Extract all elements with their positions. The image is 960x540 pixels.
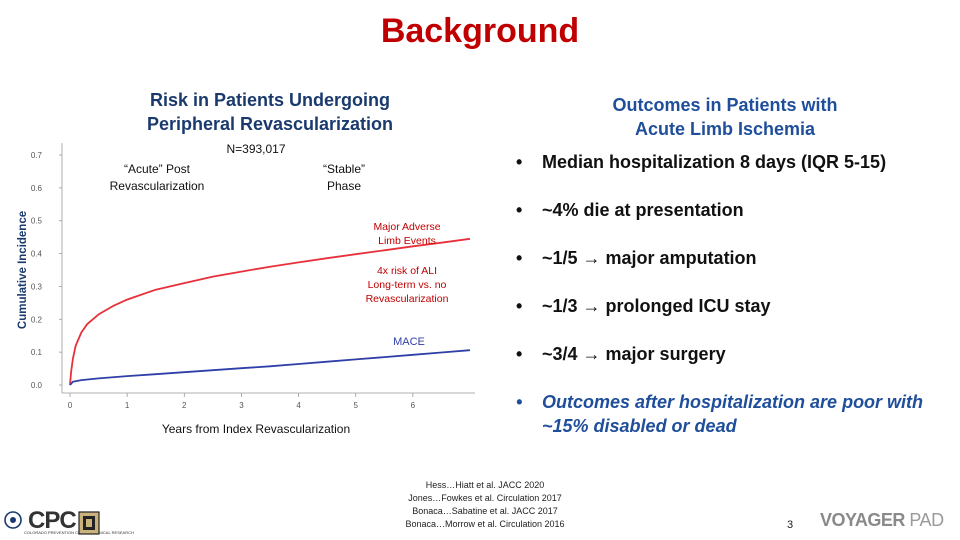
male-series-line	[69, 237, 471, 386]
voyager-logo-main: VOYAGER	[820, 510, 905, 530]
x-tick-label: 4	[296, 401, 301, 410]
y-axis-label: Cumulative Incidence	[17, 211, 29, 329]
acute-phase-label-line2: Revascularization	[110, 179, 205, 193]
cpc-logo: CPC	[28, 507, 77, 534]
x-tick-label: 0	[68, 401, 73, 410]
y-ticks: 0.0 0.1 0.2 0.3 0.4 0.5 0.6 0.7	[31, 151, 62, 390]
x-tick-label: 1	[125, 401, 130, 410]
series-lines	[69, 237, 471, 386]
ali-risk-label-line1: 4x risk of ALI	[377, 265, 437, 277]
y-tick-label: 0.6	[31, 184, 43, 193]
voyager-logo-suffix: PAD	[909, 510, 944, 530]
y-tick-label: 0.3	[31, 282, 43, 291]
stable-phase-label-line2: Phase	[327, 179, 361, 193]
y-tick-label: 0.2	[31, 315, 43, 324]
left-panel-subtitle: Risk in Patients Undergoing Peripheral R…	[80, 88, 460, 136]
reference-item: Hess…Hiatt et al. JACC 2020	[425, 480, 545, 490]
y-tick-label: 0.7	[31, 151, 43, 160]
y-tick-label: 0.0	[31, 381, 43, 390]
mace-series-line	[69, 349, 471, 386]
stable-phase-label-line1: “Stable”	[323, 162, 365, 176]
cpc-emblem-icon	[4, 511, 22, 529]
left-subtitle-line2: Peripheral Revascularization	[146, 114, 394, 134]
acute-phase-label-line1: “Acute” Post	[124, 162, 191, 176]
ali-risk-label-line3: Revascularization	[366, 293, 449, 305]
y-tick-label: 0.4	[31, 250, 43, 259]
x-tick-label: 5	[353, 401, 358, 410]
reference-item: Bonaca…Morrow et al. Circulation 2016	[405, 519, 565, 529]
left-subtitle-line1: Risk in Patients Undergoing	[149, 90, 391, 110]
right-panel-subtitle: Outcomes in Patients with Acute Limb Isc…	[560, 93, 890, 141]
bullet-major-surgery: ~3/4 → major surgery	[512, 342, 952, 390]
mace-series-label: MACE	[393, 336, 425, 348]
male-series-label-line1: Major Adverse	[373, 221, 440, 233]
references: Hess…Hiatt et al. JACC 2020 Jones…Fowkes…	[380, 479, 590, 531]
x-tick-label: 6	[411, 401, 416, 410]
bullet-poor-outcomes: Outcomes after hospitalization are poor …	[512, 390, 952, 438]
bullet-major-amputation: ~1/5 → major amputation	[512, 246, 952, 294]
outcomes-bullet-list: Median hospitalization 8 days (IQR 5-15)…	[512, 150, 952, 438]
right-subtitle-line2: Acute Limb Ischemia	[634, 119, 816, 139]
y-tick-label: 0.1	[31, 348, 43, 357]
x-tick-label: 3	[239, 401, 244, 410]
slide-title: Background	[380, 12, 580, 50]
reference-item: Bonaca…Sabatine et al. JACC 2017	[412, 506, 558, 516]
reference-item: Jones…Fowkes et al. Circulation 2017	[408, 493, 562, 503]
y-tick-label: 0.5	[31, 217, 43, 226]
bullet-death-at-presentation: ~4% die at presentation	[512, 198, 952, 246]
x-axis-label: Years from Index Revascularization	[162, 422, 350, 436]
x-ticks: 0 1 2 3 4 5 6	[68, 393, 416, 410]
bullet-prolonged-icu: ~1/3 → prolonged ICU stay	[512, 294, 952, 342]
right-subtitle-line1: Outcomes in Patients with	[612, 95, 838, 115]
cu-emblem-icon	[78, 511, 100, 535]
n-annotation: N=393,017	[226, 142, 285, 156]
x-tick-label: 2	[182, 401, 187, 410]
voyager-pad-logo: VOYAGER PAD	[820, 510, 944, 531]
cumulative-incidence-chart: 0.0 0.1 0.2 0.3 0.4 0.5 0.6 0.7 0 1 2 3 4 5 6 Cumulat…	[17, 142, 475, 436]
male-series-label-line2: Limb Events	[378, 235, 436, 247]
page-number: 3	[787, 519, 794, 531]
ali-risk-label-line2: Long-term vs. no	[368, 279, 447, 291]
bullet-hospitalization: Median hospitalization 8 days (IQR 5-15)	[512, 150, 952, 198]
